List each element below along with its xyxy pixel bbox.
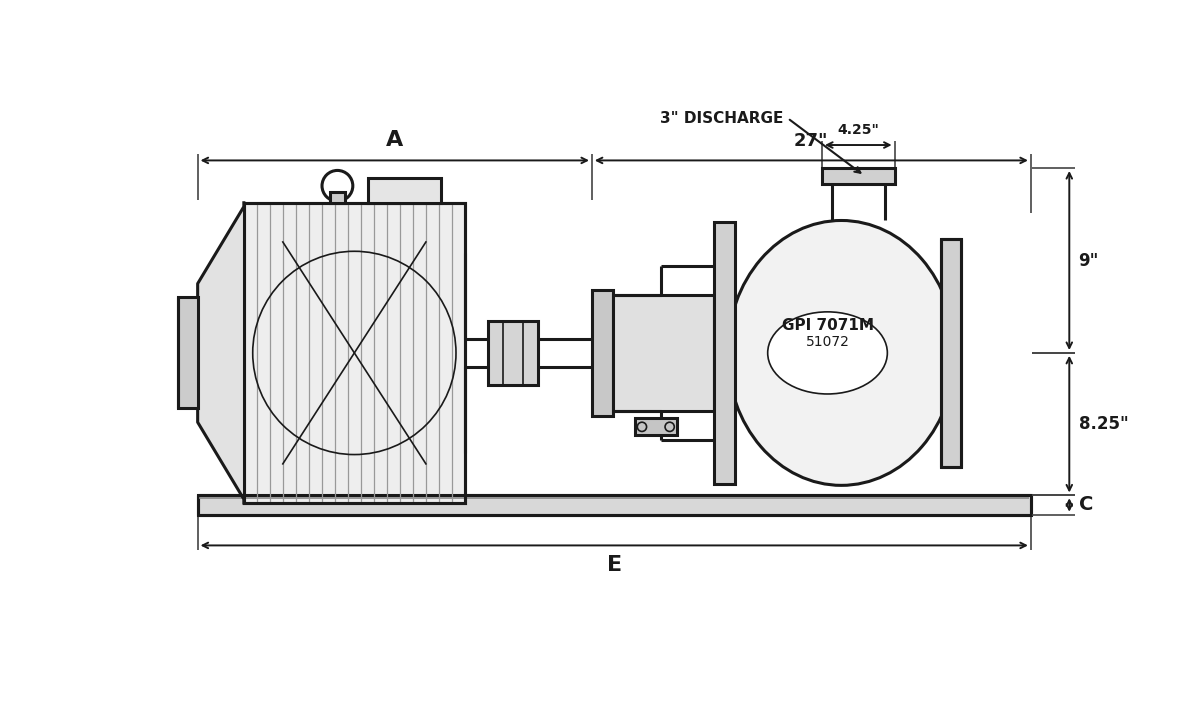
Bar: [488, 321, 538, 385]
Bar: [244, 202, 464, 503]
Bar: [714, 222, 736, 484]
Bar: [330, 192, 346, 202]
Text: C: C: [1079, 496, 1093, 515]
Text: GPI 7071M: GPI 7071M: [781, 319, 874, 333]
Text: 27": 27": [794, 132, 829, 149]
Ellipse shape: [727, 220, 955, 486]
Text: 9": 9": [1079, 251, 1099, 270]
Text: 3" DISCHARGE: 3" DISCHARGE: [660, 110, 784, 125]
Bar: [179, 297, 198, 409]
Bar: [822, 168, 894, 183]
Bar: [368, 178, 442, 202]
Bar: [592, 290, 613, 416]
Text: 8.25": 8.25": [1079, 415, 1128, 433]
Text: 4.25": 4.25": [838, 123, 880, 137]
Text: E: E: [607, 554, 622, 575]
Bar: [942, 239, 961, 467]
Bar: [198, 496, 1031, 515]
Bar: [613, 295, 714, 411]
Ellipse shape: [768, 312, 887, 394]
Bar: [635, 418, 677, 435]
Text: 51072: 51072: [805, 335, 850, 349]
Text: A: A: [386, 130, 403, 149]
Bar: [244, 202, 464, 503]
Polygon shape: [198, 202, 244, 503]
